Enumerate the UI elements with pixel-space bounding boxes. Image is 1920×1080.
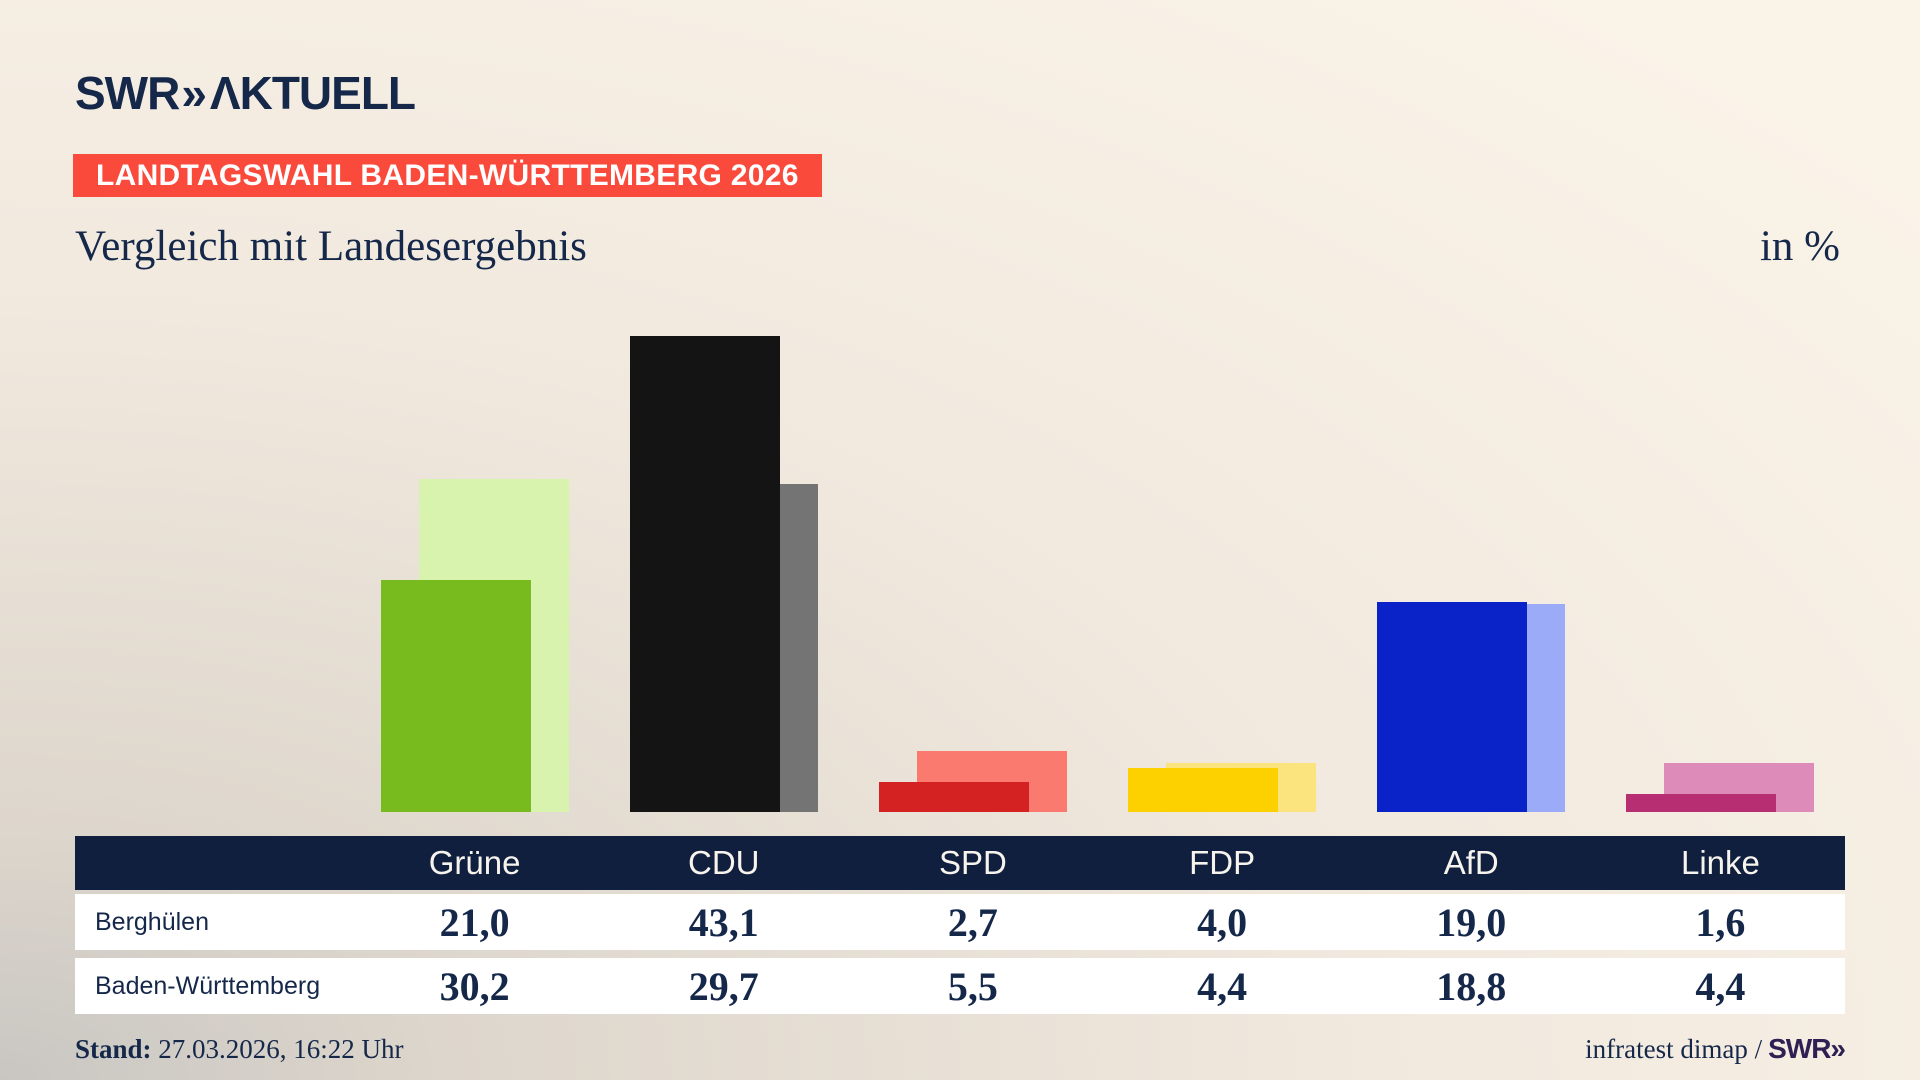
result-value: 2,7 <box>947 899 998 945</box>
swr-logo-small: SWR» <box>1768 1033 1846 1064</box>
party-header: SPD <box>938 844 1007 881</box>
swr-aktuell-logo: SWR» ΛKTUELL <box>75 67 416 119</box>
bar-group-linke <box>1596 270 1845 812</box>
bar-afd-gemeinde <box>1377 602 1528 812</box>
result-value: 5,5 <box>947 963 998 1009</box>
stand-value: 27.03.2026, 16:22 Uhr <box>158 1034 404 1064</box>
bar-grne-gemeinde <box>380 580 531 812</box>
source-credit: infratest dimap / SWR» <box>1585 1031 1846 1067</box>
bar-group-fdp <box>1098 270 1347 812</box>
source-text: infratest dimap / <box>1585 1034 1763 1064</box>
result-value: 21,0 <box>439 899 510 945</box>
result-value: 43,1 <box>688 899 759 945</box>
party-header: AfD <box>1443 844 1499 881</box>
result-value: 1,6 <box>1695 899 1746 945</box>
bar-fdp-gemeinde <box>1128 768 1279 812</box>
bar-group-cdu <box>599 270 848 812</box>
party-header: Grüne <box>428 844 521 881</box>
bar-group-afd <box>1347 270 1596 812</box>
result-value: 30,2 <box>439 963 510 1009</box>
logo-aktuell-text: ΛKTUELL <box>209 67 416 119</box>
logo-chevrons-icon: » <box>181 67 207 119</box>
grouped-bar-chart <box>350 270 1845 812</box>
result-value: 4,4 <box>1197 963 1248 1009</box>
table-header-row: Grüne CDU SPD FDP AfD Linke <box>75 836 1845 890</box>
result-value: 18,8 <box>1436 963 1507 1009</box>
results-table: Grüne CDU SPD FDP AfD Linke Berghülen 21,0 43,1 2… <box>75 836 1845 1014</box>
bar-spd-gemeinde <box>878 782 1029 812</box>
result-value: 4,4 <box>1695 963 1746 1009</box>
bar-cdu-gemeinde <box>629 336 780 812</box>
table-row-2: Baden-Württemberg 30,2 29,7 5,5 4,4 18,8 4,4 <box>75 958 1845 1014</box>
table-row-1: Berghülen 21,0 43,1 2,7 4,0 19,0 1,6 <box>75 894 1845 950</box>
bar-group-spd <box>848 270 1097 812</box>
result-value: 19,0 <box>1436 899 1507 945</box>
election-badge: LANDTAGSWAHL BADEN-WÜRTTEMBERG 2026 <box>73 154 822 197</box>
bar-linke-gemeinde <box>1626 794 1777 812</box>
row-label: Berghülen <box>95 907 209 936</box>
row-label: Baden-Württemberg <box>95 971 321 1000</box>
party-header: Linke <box>1680 844 1760 881</box>
result-value: 29,7 <box>688 963 759 1009</box>
party-header: FDP <box>1189 844 1256 881</box>
stand-label: Stand: <box>75 1034 152 1064</box>
chart-title: Vergleich mit Landesergebnis <box>75 223 587 270</box>
bar-group-grne <box>350 270 599 812</box>
logo-swr-text: SWR <box>75 67 180 119</box>
result-value: 4,0 <box>1197 899 1248 945</box>
party-header: CDU <box>687 844 760 881</box>
timestamp: Stand: 27.03.2026, 16:22 Uhr <box>75 1031 404 1067</box>
unit-label: in % <box>1759 223 1840 270</box>
